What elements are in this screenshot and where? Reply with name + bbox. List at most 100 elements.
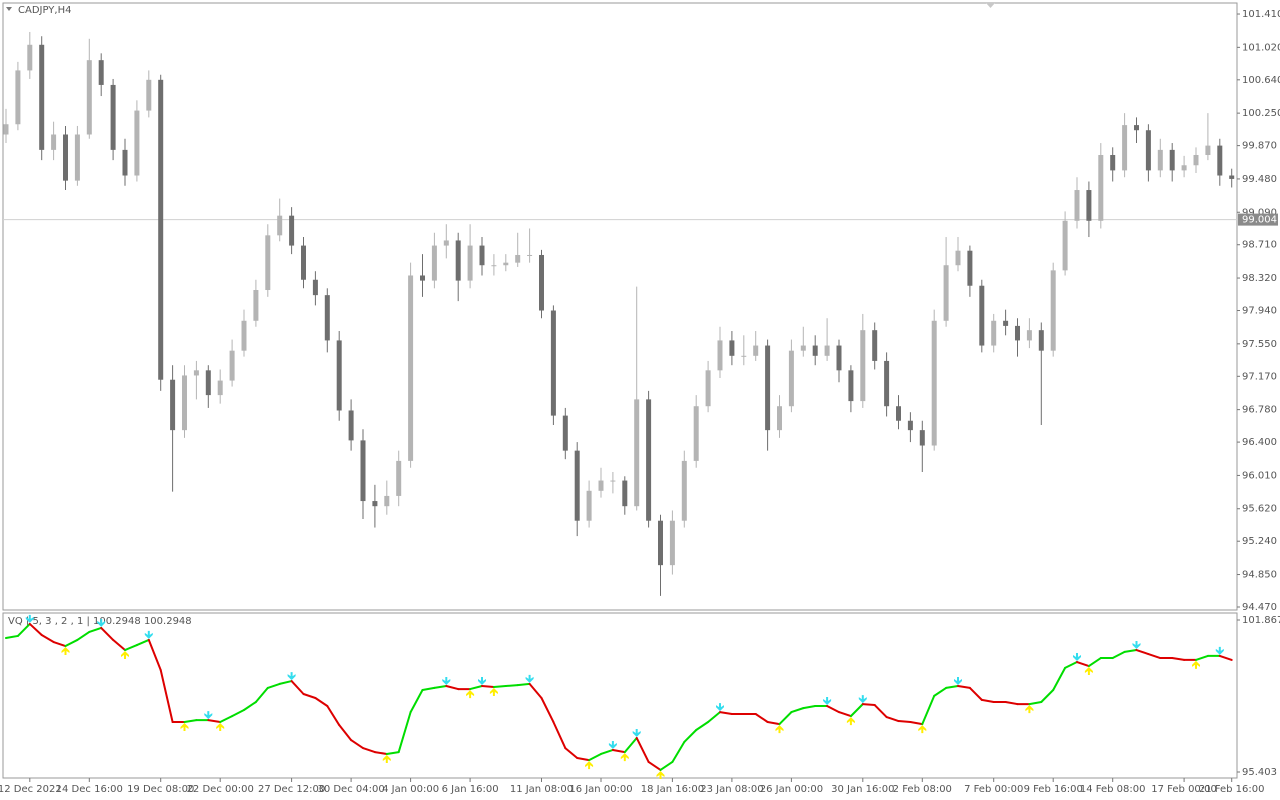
candle-body bbox=[979, 285, 985, 346]
vq-segment bbox=[1004, 701, 1019, 706]
y-tick-label: 97.170 bbox=[1242, 371, 1277, 382]
candle-body bbox=[1062, 220, 1068, 271]
vq-segment bbox=[243, 701, 257, 711]
y-tick-label: 96.400 bbox=[1242, 437, 1277, 448]
y-tick-label: 100.640 bbox=[1242, 75, 1280, 86]
vq-segment bbox=[290, 680, 305, 696]
candle-body bbox=[1205, 145, 1211, 156]
vq-segment bbox=[397, 711, 412, 754]
trough-arrow bbox=[656, 770, 665, 779]
vq-segment bbox=[766, 720, 781, 726]
vq-segment bbox=[421, 686, 436, 692]
candle-body bbox=[503, 262, 509, 266]
vq-segment bbox=[504, 684, 519, 688]
candle-body bbox=[800, 345, 806, 351]
trough-arrow bbox=[918, 725, 927, 734]
candle-body bbox=[658, 520, 663, 566]
vq-segment bbox=[588, 752, 602, 762]
vq-segment bbox=[5, 634, 19, 640]
candle-body bbox=[1122, 125, 1128, 171]
vq-segment bbox=[492, 685, 507, 688]
candle-body bbox=[991, 320, 997, 346]
candle-body bbox=[205, 370, 211, 396]
vq-segment bbox=[254, 686, 269, 704]
candle-body bbox=[336, 340, 342, 411]
last-price-label: 99.004 bbox=[1242, 215, 1277, 226]
vq-segment bbox=[933, 686, 948, 697]
x-tick-label: 27 Dec 12:00 bbox=[258, 784, 325, 795]
vq-segment bbox=[207, 719, 222, 723]
candle-body bbox=[158, 79, 164, 380]
y-tick-label: 96.010 bbox=[1242, 470, 1277, 481]
vq-segment bbox=[409, 689, 424, 714]
vq-segment bbox=[135, 638, 150, 647]
candle-body bbox=[824, 345, 830, 356]
candle-body bbox=[765, 345, 771, 431]
vq-segment bbox=[1076, 661, 1090, 668]
candle-body bbox=[539, 254, 544, 311]
candle-body bbox=[919, 430, 925, 446]
y-tick-label: 96.780 bbox=[1242, 405, 1277, 416]
vq-segment bbox=[540, 697, 555, 723]
vq-segment bbox=[719, 711, 733, 715]
candle-body bbox=[574, 450, 580, 521]
candle-body bbox=[443, 240, 449, 246]
candle-body bbox=[1026, 330, 1032, 341]
candle-body bbox=[788, 350, 794, 407]
vq-segment bbox=[623, 736, 638, 754]
candle-body bbox=[955, 250, 961, 266]
candle-body bbox=[741, 355, 747, 357]
vq-segment bbox=[980, 698, 995, 704]
candle-body bbox=[907, 420, 913, 431]
x-tick-label: 19 Dec 08:00 bbox=[127, 784, 194, 795]
x-tick-label: 12 Dec 2022 bbox=[0, 784, 62, 795]
x-tick-label: 9 Feb 16:00 bbox=[1024, 784, 1083, 795]
candle-body bbox=[74, 134, 80, 181]
y-tick-label: 100.250 bbox=[1242, 108, 1280, 119]
candle-body bbox=[134, 110, 140, 176]
candle-body bbox=[51, 134, 57, 150]
trough-arrow bbox=[466, 690, 475, 699]
candle-body bbox=[1181, 165, 1187, 171]
dropdown-icon[interactable] bbox=[6, 7, 12, 11]
vq-segment bbox=[516, 682, 531, 687]
last-price-box bbox=[1238, 213, 1278, 226]
trough-arrow bbox=[1025, 705, 1034, 714]
y-tick-label: 95.240 bbox=[1242, 536, 1277, 547]
vq-segment bbox=[1147, 653, 1162, 660]
x-tick-label: 23 Jan 08:00 bbox=[700, 784, 763, 795]
vq-segment bbox=[1218, 654, 1233, 661]
candle-body bbox=[170, 379, 176, 431]
vq-segment bbox=[802, 704, 817, 710]
vq-segment bbox=[433, 685, 448, 689]
candle-body bbox=[182, 375, 187, 431]
peak-arrow bbox=[478, 677, 486, 686]
candle-body bbox=[229, 350, 235, 381]
vq-segment bbox=[564, 747, 579, 759]
candle-body bbox=[872, 330, 878, 361]
y-tick-label: 101.8678 bbox=[1242, 615, 1280, 626]
candle-body bbox=[1157, 149, 1163, 171]
y-tick-label: 95.403 bbox=[1242, 767, 1277, 778]
candle-body bbox=[193, 370, 199, 376]
vq-segment bbox=[945, 685, 959, 689]
candle-body bbox=[63, 134, 68, 181]
vq-segment bbox=[838, 711, 852, 718]
peak-arrow bbox=[1215, 646, 1224, 655]
vq-segment bbox=[302, 693, 317, 700]
candle-body bbox=[753, 345, 759, 356]
peak-arrow bbox=[97, 618, 106, 627]
vq-segment bbox=[385, 751, 400, 755]
candle-body bbox=[1015, 325, 1020, 341]
peak-arrow bbox=[608, 740, 617, 749]
candle-body bbox=[1050, 270, 1056, 351]
candle-body bbox=[396, 460, 402, 496]
candle-body bbox=[848, 370, 854, 402]
candle-body bbox=[384, 495, 390, 507]
vq-segment bbox=[481, 685, 495, 688]
candle-body bbox=[265, 235, 271, 291]
candle-body bbox=[550, 310, 556, 416]
peak-arrow bbox=[823, 696, 832, 705]
candle-body bbox=[360, 440, 366, 502]
x-tick-label: 22 Dec 00:00 bbox=[187, 784, 254, 795]
